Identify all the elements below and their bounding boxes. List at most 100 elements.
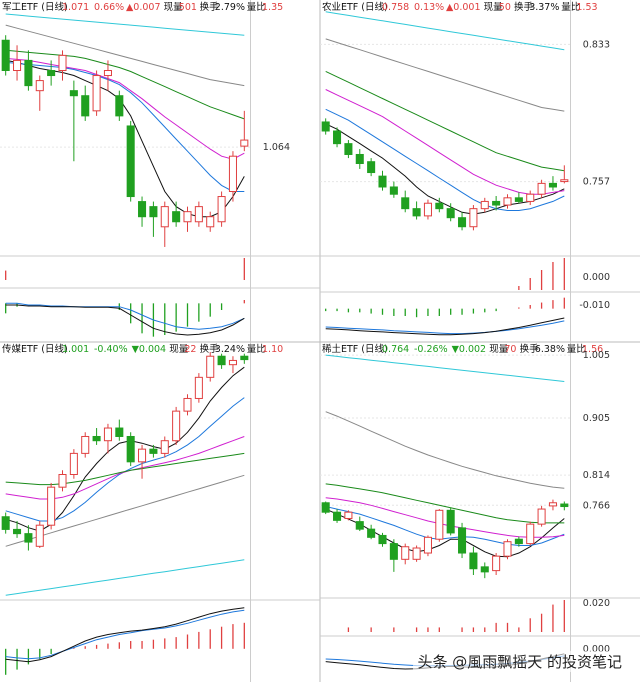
ma-line-5 <box>325 11 565 51</box>
ma-line-1 <box>325 506 565 546</box>
header-turn-label: 换手 <box>520 343 540 355</box>
header-vol: 70 <box>504 344 516 355</box>
ma-line-4 <box>325 38 565 112</box>
candle-body <box>333 511 342 521</box>
header-turn-label: 换手 <box>514 1 534 13</box>
header-pct: -0.40% <box>94 344 128 355</box>
ma-line-3 <box>325 70 565 172</box>
candle-body <box>13 59 22 72</box>
header-vol-label: 现量 <box>484 2 504 13</box>
candle-body <box>333 130 342 145</box>
ma-line-2 <box>5 61 245 192</box>
candle-body <box>344 511 353 519</box>
ma-line-3 <box>325 483 565 524</box>
candle-body <box>69 90 78 97</box>
y-tick-label: 0.833 <box>583 39 610 50</box>
ma-line-4 <box>5 474 245 547</box>
candle-body <box>172 211 181 223</box>
candle-body <box>446 509 455 534</box>
candle-body <box>81 435 90 454</box>
candle-body <box>526 193 535 202</box>
header-turn: 2.79% <box>215 2 245 13</box>
candle-body <box>194 206 203 223</box>
candle-body <box>92 435 101 442</box>
candle-body <box>514 197 523 202</box>
header-name: 军工ETF (日线) <box>2 1 68 13</box>
macd-tick-label: 0.000 <box>583 272 610 283</box>
ma-line-3 <box>5 452 245 486</box>
header-price: 1.001 <box>62 344 89 355</box>
header-turn: 3.24% <box>215 344 245 355</box>
y-tick-label: 1.064 <box>263 142 290 153</box>
candle-body <box>58 54 67 71</box>
ma-line-3 <box>5 49 245 120</box>
ma-line-1 <box>5 57 245 160</box>
header-change: ▲0.001 <box>446 2 481 13</box>
header-ratio-label: 量比 <box>561 1 580 13</box>
candle-body <box>355 521 364 530</box>
candle-body <box>217 196 226 223</box>
candle-body <box>537 508 546 525</box>
macd-line-0 <box>5 609 245 660</box>
candle-body <box>149 448 158 454</box>
header-ratio: 1.53 <box>576 2 597 13</box>
header-turn: 3.37% <box>529 2 559 13</box>
candle-body <box>480 200 489 210</box>
ma-line-5 <box>325 354 565 382</box>
macd-line-1 <box>325 317 565 336</box>
header-change: ▼0.002 <box>452 344 487 355</box>
candle-body <box>35 524 44 547</box>
candle-body <box>194 376 203 399</box>
candle-body <box>344 143 353 155</box>
header-price: 0.764 <box>382 344 409 355</box>
candle-body <box>228 359 237 366</box>
candle-body <box>401 197 410 210</box>
candle-body <box>103 427 112 442</box>
macd-line-0 <box>325 320 565 335</box>
header-ratio: 1.56 <box>582 344 603 355</box>
candle-body <box>206 355 215 378</box>
candle-body <box>172 410 181 442</box>
candle-body <box>480 566 489 573</box>
macd-tick-label: 0.020 <box>583 598 610 609</box>
candle-body <box>115 95 124 117</box>
header-change: ▼0.004 <box>132 344 167 355</box>
macd-tick-label: -0.010 <box>579 300 610 311</box>
candle-body <box>367 528 376 538</box>
header-pct: -0.26% <box>414 344 448 355</box>
candle-body <box>1 516 10 530</box>
candle-body <box>412 547 421 560</box>
candle-body <box>492 200 501 206</box>
header-pct: 0.66% <box>94 2 124 13</box>
header-ratio: 1.10 <box>262 344 283 355</box>
header-turn: 6.38% <box>535 344 565 355</box>
candle-body <box>548 502 557 507</box>
candle-body <box>69 452 78 475</box>
candle-body <box>160 206 169 228</box>
header-vol-label: 现量 <box>164 2 184 13</box>
candle-body <box>378 534 387 545</box>
candle-body <box>1 39 10 71</box>
candle-body <box>58 474 67 488</box>
candle-body <box>526 523 535 545</box>
candle-body <box>149 206 158 218</box>
macd-tick-label: 0.000 <box>583 644 610 655</box>
ma-line-5 <box>5 559 245 596</box>
candle-body <box>560 179 569 183</box>
ma-line-0 <box>325 508 565 558</box>
header-ratio-label: 量比 <box>247 343 266 355</box>
candle-body <box>183 397 192 412</box>
ma-line-4 <box>5 24 245 87</box>
candle-body <box>355 153 364 165</box>
candle-body <box>412 208 421 217</box>
candle-body <box>92 75 101 112</box>
header-price: 0.758 <box>382 2 409 13</box>
header-turn-label: 换手 <box>200 1 220 13</box>
candle-body <box>183 211 192 223</box>
header-change: ▲0.007 <box>126 2 161 13</box>
ma-line-1 <box>5 397 245 522</box>
candle-body <box>537 182 546 195</box>
candle-body <box>446 208 455 219</box>
header-price: 1.071 <box>62 2 89 13</box>
